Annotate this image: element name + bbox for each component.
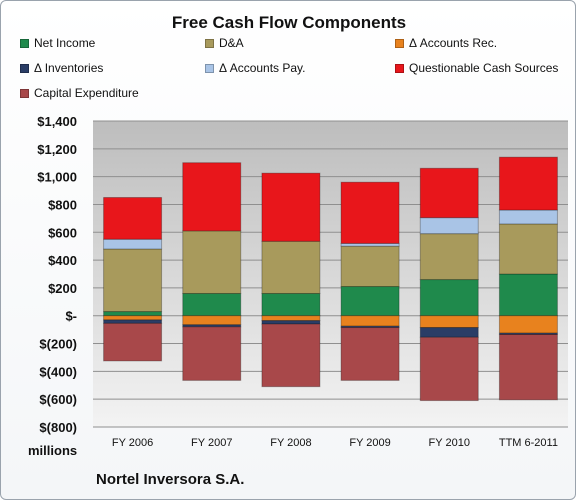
- legend-label: Net Income: [34, 36, 96, 50]
- bar-segment-delta-accounts-rec-ttm-6-2011: [498, 315, 558, 334]
- bar-segment-questionable-cash-sources-fy-2010: [419, 167, 479, 219]
- bar-segment-d-a-fy-2008: [261, 240, 321, 294]
- bar-segment-delta-accounts-rec-fy-2006: [103, 315, 163, 321]
- y-tick-label: $(400): [39, 364, 77, 379]
- x-tick-label: FY 2008: [270, 437, 311, 449]
- bar-segment-questionable-cash-sources-fy-2008: [261, 172, 321, 242]
- bar-segment-net-income-fy-2006: [103, 311, 163, 317]
- bar-segment-capital-expenditure-fy-2008: [261, 323, 321, 388]
- company-name: Nortel Inversora S.A.: [96, 471, 245, 488]
- legend-label: Δ Inventories: [34, 61, 104, 75]
- y-tick-label: $(600): [39, 392, 77, 407]
- bar-segment-d-a-ttm-6-2011: [498, 223, 558, 275]
- legend-label: D&A: [219, 36, 244, 50]
- y-tick-label: $(800): [39, 420, 77, 435]
- x-tick-label: FY 2006: [112, 437, 153, 449]
- bar-segment-delta-accounts-rec-fy-2009: [340, 315, 400, 327]
- y-tick-label: $1,200: [37, 142, 77, 157]
- y-tick-label: $(200): [39, 337, 77, 352]
- bar-segment-d-a-fy-2006: [103, 248, 163, 313]
- y-tick-label: $200: [48, 281, 77, 296]
- bar-segment-net-income-fy-2009: [340, 286, 400, 317]
- x-tick-label: FY 2009: [349, 437, 390, 449]
- bar-segment-capital-expenditure-ttm-6-2011: [498, 334, 558, 401]
- unit-label: millions: [28, 443, 77, 458]
- bar-segment-capital-expenditure-fy-2007: [182, 326, 242, 381]
- x-tick-label: FY 2010: [429, 437, 470, 449]
- bar-segment-questionable-cash-sources-fy-2009: [340, 181, 400, 244]
- legend-item-delta-inventories: Δ Inventories: [20, 61, 103, 75]
- legend-swatch: [20, 39, 29, 48]
- y-tick-label: $400: [48, 253, 77, 268]
- chart-title: Free Cash Flow Components: [171, 13, 407, 32]
- bar-segment-capital-expenditure-fy-2006: [103, 322, 163, 362]
- x-tick-label: TTM 6-2011: [499, 437, 558, 449]
- legend-item-questionable-cash-sources: Questionable Cash Sources: [395, 61, 558, 75]
- bar-segment-d-a-fy-2009: [340, 245, 400, 288]
- legend-item-d-a: D&A: [205, 36, 244, 50]
- bar-segment-delta-accounts-rec-fy-2008: [261, 315, 321, 322]
- legend-item-capital-expenditure: Capital Expenditure: [20, 86, 139, 100]
- legend-label: Δ Accounts Pay.: [219, 61, 306, 75]
- bar-segment-delta-accounts-pay-fy-2010: [419, 217, 479, 235]
- bar-segment-d-a-fy-2010: [419, 233, 479, 281]
- legend-label: Capital Expenditure: [34, 86, 139, 100]
- bar-segment-questionable-cash-sources-fy-2006: [103, 197, 163, 240]
- chart-legend: Net Income D&A Δ Accounts Rec. Δ Inventorie…: [20, 36, 578, 106]
- y-tick-label: $-: [65, 309, 77, 324]
- y-tick-label: $800: [48, 197, 77, 212]
- bar-segment-delta-inventories-fy-2010: [419, 327, 479, 338]
- legend-swatch: [395, 39, 404, 48]
- legend-item-delta-accounts-pay: Δ Accounts Pay.: [205, 61, 306, 75]
- legend-swatch: [395, 64, 404, 73]
- bar-segment-delta-accounts-pay-fy-2006: [103, 238, 163, 250]
- bar-segment-net-income-ttm-6-2011: [498, 273, 558, 317]
- legend-label: Δ Accounts Rec.: [409, 36, 498, 50]
- legend-swatch: [205, 39, 214, 48]
- y-tick-label: $1,000: [37, 170, 77, 185]
- y-tick-label: $1,400: [37, 114, 77, 129]
- legend-swatch: [205, 64, 214, 73]
- legend-swatch: [20, 89, 29, 98]
- bar-segment-d-a-fy-2007: [182, 230, 242, 294]
- bar-segment-delta-inventories-fy-2008: [261, 320, 321, 325]
- legend-item-delta-accounts-rec: Δ Accounts Rec.: [395, 36, 497, 50]
- legend-swatch: [20, 64, 29, 73]
- bar-segment-capital-expenditure-fy-2009: [340, 327, 400, 381]
- bar-segment-net-income-fy-2007: [182, 292, 242, 317]
- legend-item-net-income: Net Income: [20, 36, 95, 50]
- bar-segment-delta-accounts-rec-fy-2007: [182, 315, 242, 326]
- bar-segment-delta-inventories-fy-2006: [103, 319, 163, 324]
- y-tick-label: $600: [48, 225, 77, 240]
- bar-segment-questionable-cash-sources-ttm-6-2011: [498, 156, 558, 211]
- x-tick-label: FY 2007: [191, 437, 232, 449]
- bar-segment-delta-accounts-pay-ttm-6-2011: [498, 209, 558, 225]
- bar-segment-net-income-fy-2010: [419, 279, 479, 317]
- bar-segment-net-income-fy-2008: [261, 292, 321, 317]
- legend-label: Questionable Cash Sources: [409, 61, 559, 75]
- bar-segment-questionable-cash-sources-fy-2007: [182, 162, 242, 232]
- bar-segment-capital-expenditure-fy-2010: [419, 336, 479, 402]
- plot-area: [93, 121, 568, 427]
- bar-segment-delta-accounts-rec-fy-2010: [419, 315, 479, 329]
